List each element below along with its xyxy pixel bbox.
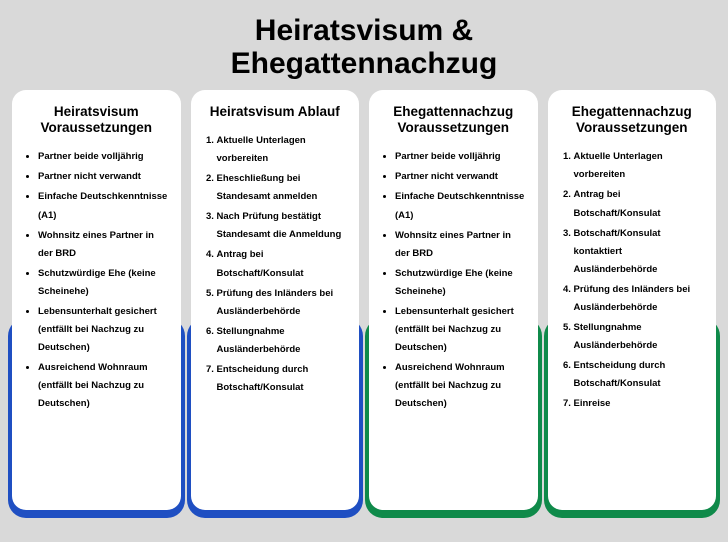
card-title: Heiratsvisum Voraussetzungen bbox=[22, 104, 171, 136]
card-wrap-0: Heiratsvisum Voraussetzungen Partner beid… bbox=[12, 90, 181, 510]
page-title: Heiratsvisum & Ehegattennachzug bbox=[0, 0, 728, 90]
list-item: Wohnsitz eines Partner in der BRD bbox=[395, 227, 528, 263]
card-list: Partner beide volljährig Partner nicht ve… bbox=[379, 148, 528, 413]
list-item: Prüfung des Inländers bei Ausländerbehör… bbox=[217, 285, 350, 321]
list-item: Ausreichend Wohnraum (entfällt bei Nachz… bbox=[395, 359, 528, 413]
list-item: Einfache Deutschkenntnisse (A1) bbox=[38, 188, 171, 224]
list-item: Entscheidung durch Botschaft/Konsulat bbox=[217, 361, 350, 397]
card-list: Partner beide volljährig Partner nicht ve… bbox=[22, 148, 171, 413]
list-item: Partner nicht verwandt bbox=[395, 168, 528, 186]
list-item: Wohnsitz eines Partner in der BRD bbox=[38, 227, 171, 263]
card-wrap-1: Heiratsvisum Ablauf Aktuelle Unterlagen v… bbox=[191, 90, 360, 510]
list-item: Ausreichend Wohnraum (entfällt bei Nachz… bbox=[38, 359, 171, 413]
list-item: Aktuelle Unterlagen vorbereiten bbox=[574, 148, 707, 184]
card-wrap-3: Ehegattennachzug Voraussetzungen Aktuelle… bbox=[548, 90, 717, 510]
card-wrap-2: Ehegattennachzug Voraussetzungen Partner … bbox=[369, 90, 538, 510]
list-item: Schutzwürdige Ehe (keine Scheinehe) bbox=[38, 265, 171, 301]
list-item: Antrag bei Botschaft/Konsulat bbox=[217, 246, 350, 282]
list-item: Eheschließung bei Standesamt anmelden bbox=[217, 170, 350, 206]
list-item: Aktuelle Unterlagen vorbereiten bbox=[217, 132, 350, 168]
list-item: Antrag bei Botschaft/Konsulat bbox=[574, 186, 707, 222]
list-item: Partner nicht verwandt bbox=[38, 168, 171, 186]
title-line2: Ehegattennachzug bbox=[231, 47, 498, 80]
list-item: Stellungnahme Ausländerbehörde bbox=[574, 319, 707, 355]
columns-container: Heiratsvisum Voraussetzungen Partner beid… bbox=[0, 90, 728, 510]
list-item: Stellungnahme Ausländerbehörde bbox=[217, 323, 350, 359]
card: Heiratsvisum Voraussetzungen Partner beid… bbox=[12, 90, 181, 510]
list-item: Botschaft/Konsulat kontaktiert Ausländer… bbox=[574, 225, 707, 279]
card-title: Ehegattennachzug Voraussetzungen bbox=[558, 104, 707, 136]
list-item: Einreise bbox=[574, 395, 707, 413]
list-item: Einfache Deutschkenntnisse (A1) bbox=[395, 188, 528, 224]
card-list: Aktuelle Unterlagen vorbereitenEheschlie… bbox=[201, 132, 350, 397]
card-list: Aktuelle Unterlagen vorbereitenAntrag be… bbox=[558, 148, 707, 413]
list-item: Lebensunterhalt gesichert (entfällt bei … bbox=[38, 303, 171, 357]
list-item: Entscheidung durch Botschaft/Konsulat bbox=[574, 357, 707, 393]
list-item: Prüfung des Inländers bei Ausländerbehör… bbox=[574, 281, 707, 317]
list-item: Lebensunterhalt gesichert (entfällt bei … bbox=[395, 303, 528, 357]
list-item: Schutzwürdige Ehe (keine Scheinehe) bbox=[395, 265, 528, 301]
list-item: Nach Prüfung bestätigt Standesamt die An… bbox=[217, 208, 350, 244]
card-title: Ehegattennachzug Voraussetzungen bbox=[379, 104, 528, 136]
list-item: Partner beide volljährig bbox=[395, 148, 528, 166]
card: Ehegattennachzug Voraussetzungen Aktuelle… bbox=[548, 90, 717, 510]
title-line1: Heiratsvisum & bbox=[255, 14, 473, 47]
list-item: Partner beide volljährig bbox=[38, 148, 171, 166]
card-title: Heiratsvisum Ablauf bbox=[201, 104, 350, 120]
card: Ehegattennachzug Voraussetzungen Partner … bbox=[369, 90, 538, 510]
card: Heiratsvisum Ablauf Aktuelle Unterlagen v… bbox=[191, 90, 360, 510]
